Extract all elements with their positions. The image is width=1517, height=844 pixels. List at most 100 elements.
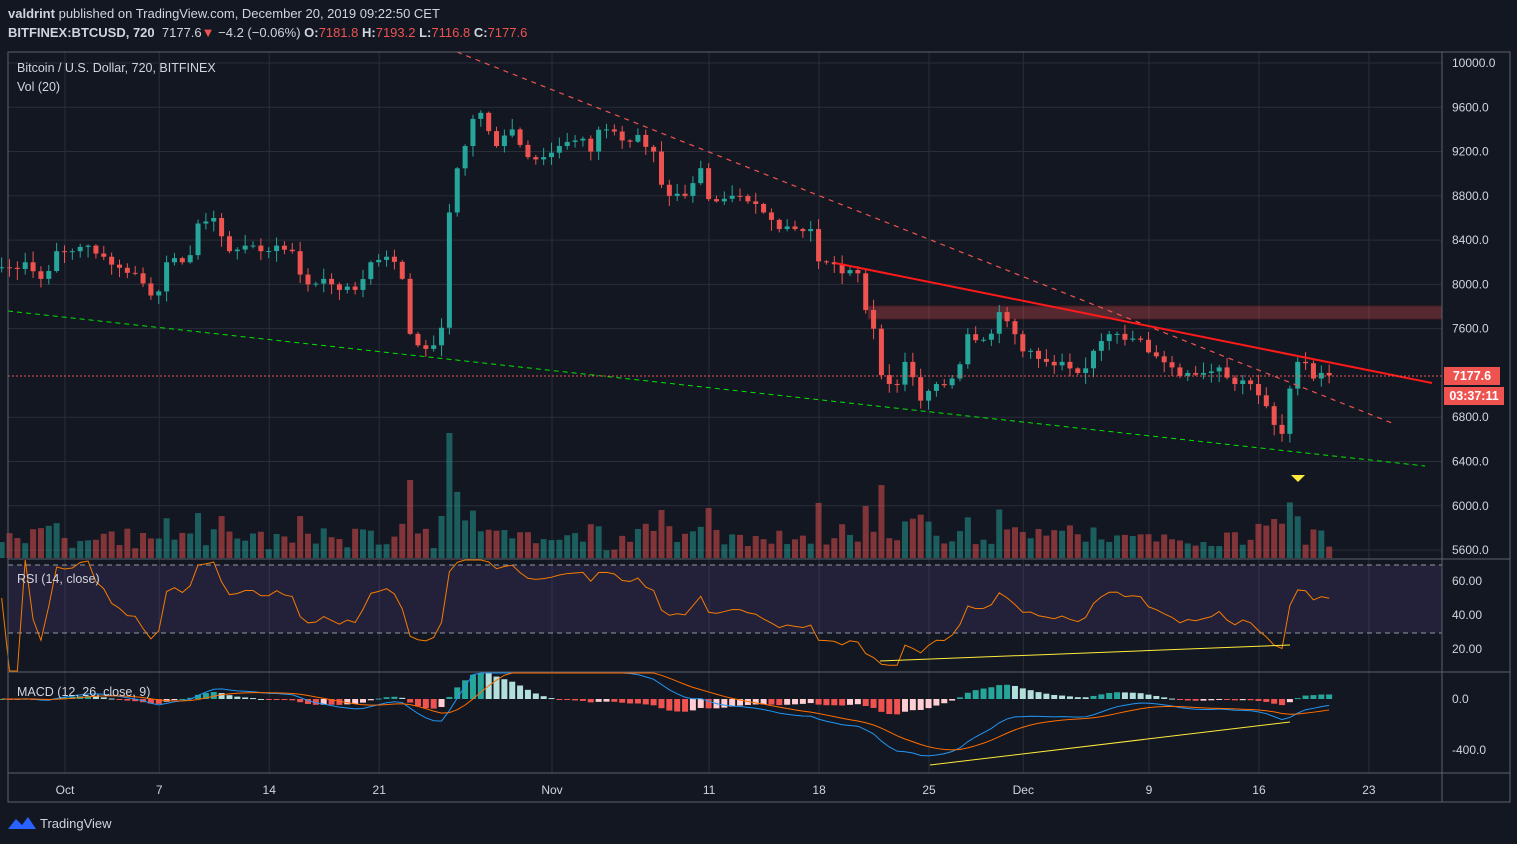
macd-histogram-bar (218, 693, 225, 699)
descending-trendline-dashed[interactable] (456, 51, 1393, 424)
macd-histogram-bar (210, 691, 217, 699)
candle (1075, 368, 1081, 373)
macd-histogram-bar (1239, 699, 1246, 701)
candle (54, 251, 60, 272)
volume-bar (642, 523, 649, 558)
macd-histogram-bar (862, 699, 869, 707)
volume-bar (1066, 525, 1073, 558)
candle (1248, 380, 1254, 385)
macd-histogram-bar (847, 699, 853, 705)
macd-histogram-bar (548, 698, 555, 700)
macd-histogram-bar (595, 699, 602, 702)
price-axis[interactable] (1442, 52, 1510, 773)
volume-bar (682, 533, 689, 558)
chart-frame (7, 51, 1511, 803)
volume-bar (909, 518, 916, 558)
macd-histogram-bar (250, 698, 257, 700)
candle (140, 273, 146, 284)
author[interactable]: valdrint (8, 6, 55, 21)
volume-bar (949, 541, 956, 558)
candle (729, 195, 735, 199)
volume-bar (980, 539, 987, 558)
candle (109, 256, 115, 265)
descending-resistance-line[interactable] (834, 262, 1433, 384)
macd-histogram-bar (289, 699, 296, 701)
macd-histogram-bar (784, 699, 791, 705)
tradingview-logo[interactable]: TradingView (8, 815, 112, 831)
volume-bar (901, 521, 908, 558)
candle (462, 146, 468, 169)
rsi-divergence-line[interactable] (879, 644, 1291, 662)
macd-histogram-bar (1184, 699, 1191, 701)
macd-divergence-line[interactable] (929, 721, 1291, 766)
macd-histogram-bar (1326, 694, 1333, 699)
macd-histogram-bar (501, 679, 508, 699)
candle (1200, 372, 1206, 375)
macd-histogram-bar (603, 699, 610, 702)
rsi-tick: 40.00 (1452, 608, 1482, 622)
time-tick: 9 (1146, 783, 1153, 797)
volume-bar (132, 548, 139, 558)
candle (38, 271, 44, 279)
volume-bar (548, 540, 555, 558)
volume-bar (1231, 532, 1238, 558)
macd-histogram-bar (894, 699, 901, 715)
volume-bar (367, 530, 374, 558)
candle (973, 334, 979, 341)
macd-histogram-bar (705, 699, 712, 709)
volume-bar (509, 538, 516, 558)
candle (651, 146, 657, 152)
volume-bar (1090, 527, 1097, 558)
macd-histogram-bar (257, 698, 264, 700)
candle (902, 361, 908, 385)
macd-histogram-bar (328, 699, 335, 705)
candle (384, 256, 390, 260)
volume-bar (1302, 544, 1309, 558)
volume-bar (462, 520, 469, 558)
candle (556, 146, 562, 153)
candle (376, 259, 382, 263)
candle (768, 212, 774, 220)
macd-histogram-bar (1294, 698, 1301, 700)
price-tick: 9200.0 (1452, 145, 1489, 159)
candle (7, 267, 13, 269)
candle (1161, 356, 1167, 363)
candle (22, 262, 28, 269)
macd-histogram-bar (1161, 697, 1168, 699)
change: −4.2 (−0.06%) (218, 25, 301, 40)
volume-bar (85, 540, 92, 558)
macd-histogram-bar (760, 699, 767, 705)
candle (14, 267, 20, 269)
volume-bar (305, 533, 312, 558)
volume-bar (925, 521, 932, 558)
volume-bar (1027, 538, 1034, 558)
volume-bar (320, 528, 327, 558)
candle (863, 273, 869, 311)
candle (399, 261, 405, 279)
volume-bar (391, 536, 398, 558)
resistance-zone[interactable] (867, 305, 1443, 320)
volume-bar (1074, 534, 1081, 558)
candle (800, 229, 806, 232)
candle (871, 310, 877, 329)
volume-bar (587, 524, 594, 558)
volume-bar (163, 518, 170, 558)
macd-histogram-bar (674, 699, 681, 712)
candle (509, 129, 515, 136)
macd-histogram-bar (1114, 692, 1121, 699)
candle (116, 264, 122, 268)
macd-histogram-bar (375, 698, 382, 700)
support-line[interactable] (7, 310, 1426, 467)
candle (46, 271, 52, 279)
volume-bar (430, 548, 437, 558)
volume-bar (564, 535, 571, 558)
candle (431, 345, 437, 349)
volume-bar (210, 529, 217, 558)
candle (1279, 424, 1285, 434)
volume-bar (501, 530, 508, 558)
candle (831, 262, 837, 265)
candle (541, 157, 547, 160)
candle (1310, 363, 1316, 379)
candle (30, 262, 36, 272)
